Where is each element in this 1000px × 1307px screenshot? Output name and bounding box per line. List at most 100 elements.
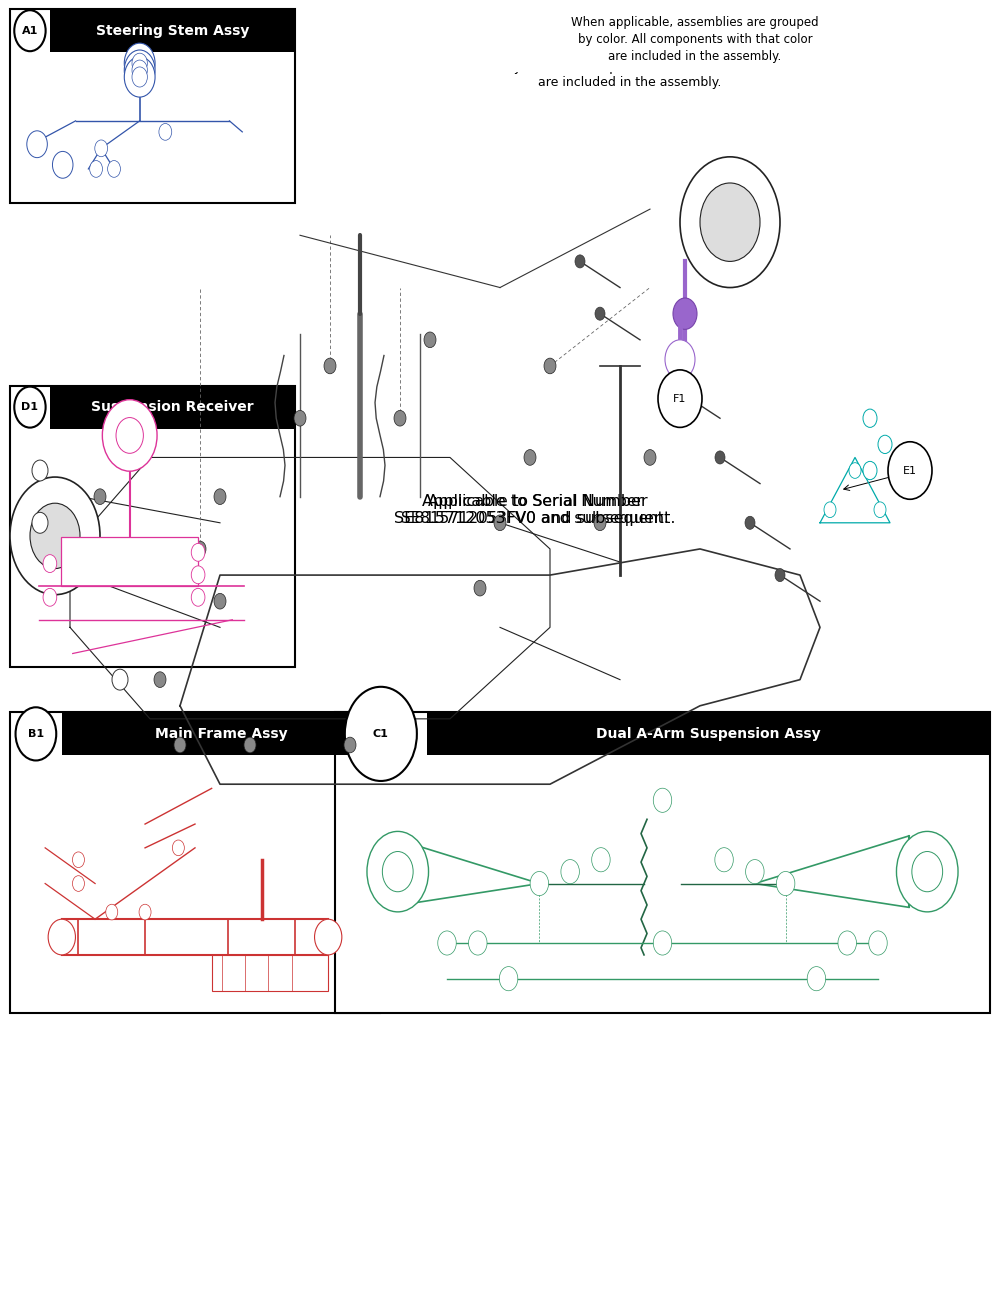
- Circle shape: [863, 461, 877, 480]
- Circle shape: [94, 567, 106, 583]
- Circle shape: [746, 860, 764, 884]
- Circle shape: [32, 460, 48, 481]
- Circle shape: [494, 515, 506, 531]
- Circle shape: [194, 541, 206, 557]
- Circle shape: [394, 410, 406, 426]
- Circle shape: [14, 10, 46, 51]
- Bar: [50, 9, 295, 52]
- Circle shape: [544, 358, 556, 374]
- Circle shape: [154, 672, 166, 687]
- Circle shape: [132, 67, 147, 88]
- Circle shape: [367, 831, 429, 912]
- Circle shape: [14, 387, 46, 427]
- Circle shape: [874, 502, 886, 518]
- Circle shape: [675, 386, 685, 399]
- Bar: [50, 386, 295, 429]
- Circle shape: [863, 409, 877, 427]
- Text: C1: C1: [373, 729, 389, 738]
- Circle shape: [776, 872, 795, 895]
- Circle shape: [680, 157, 780, 288]
- Circle shape: [745, 516, 755, 529]
- Circle shape: [132, 60, 147, 80]
- Text: E1: E1: [903, 465, 917, 476]
- Circle shape: [172, 840, 184, 856]
- Circle shape: [72, 852, 84, 868]
- Circle shape: [474, 580, 486, 596]
- Circle shape: [32, 512, 48, 533]
- Text: Applicable to Serial Number
SE815712053FV0 and subsequent.: Applicable to Serial Number SE815712053F…: [394, 494, 676, 525]
- Text: D1: D1: [21, 403, 38, 412]
- Text: Steering Stem Assy: Steering Stem Assy: [96, 24, 249, 38]
- Circle shape: [27, 131, 47, 158]
- Circle shape: [878, 435, 892, 454]
- Circle shape: [43, 588, 57, 606]
- Circle shape: [191, 588, 205, 606]
- Circle shape: [345, 686, 417, 782]
- Bar: [10, 9, 295, 203]
- Bar: [62, 712, 380, 755]
- Text: Suspension Receiver: Suspension Receiver: [91, 400, 254, 414]
- Circle shape: [673, 298, 697, 329]
- Text: Applicable to Serial Number
SE815712053FV0 and subsequent.: Applicable to Serial Number SE815712053F…: [401, 494, 669, 525]
- Circle shape: [124, 43, 155, 84]
- Circle shape: [592, 848, 610, 872]
- Circle shape: [16, 707, 56, 761]
- Circle shape: [824, 502, 836, 518]
- Circle shape: [72, 876, 84, 891]
- Circle shape: [382, 852, 413, 891]
- Circle shape: [469, 931, 487, 955]
- Circle shape: [214, 593, 226, 609]
- Circle shape: [48, 919, 75, 955]
- Text: When applicable, assemblies are grouped
by color. All components with that color: When applicable, assemblies are grouped …: [571, 16, 819, 63]
- Bar: [427, 712, 990, 755]
- Circle shape: [102, 400, 157, 472]
- Bar: [10, 712, 380, 1013]
- Circle shape: [575, 255, 585, 268]
- Circle shape: [530, 872, 549, 895]
- Text: F1: F1: [673, 393, 687, 404]
- Text: B1: B1: [28, 729, 44, 738]
- Circle shape: [499, 967, 518, 991]
- Bar: [212, 955, 328, 991]
- Text: Dual A-Arm Suspension Assy: Dual A-Arm Suspension Assy: [596, 727, 821, 741]
- Circle shape: [775, 569, 785, 582]
- Circle shape: [595, 307, 605, 320]
- Bar: [335, 712, 990, 1013]
- Circle shape: [10, 477, 100, 595]
- Circle shape: [715, 451, 725, 464]
- Circle shape: [665, 340, 695, 379]
- Circle shape: [807, 967, 826, 991]
- Circle shape: [52, 152, 73, 178]
- Circle shape: [116, 417, 143, 454]
- Circle shape: [30, 503, 80, 569]
- Circle shape: [344, 737, 356, 753]
- Circle shape: [139, 904, 151, 920]
- Text: When applicable, assemblies are grouped
by color. All components with that color: When applicable, assemblies are grouped …: [499, 46, 761, 89]
- Circle shape: [90, 161, 102, 178]
- Circle shape: [849, 463, 861, 478]
- Circle shape: [715, 848, 733, 872]
- Circle shape: [124, 50, 155, 90]
- Circle shape: [191, 544, 205, 561]
- Circle shape: [594, 515, 606, 531]
- Circle shape: [95, 140, 108, 157]
- Circle shape: [838, 931, 856, 955]
- Circle shape: [561, 860, 579, 884]
- Circle shape: [524, 450, 536, 465]
- Circle shape: [174, 737, 186, 753]
- Circle shape: [315, 919, 342, 955]
- Circle shape: [912, 852, 943, 891]
- Circle shape: [869, 931, 887, 955]
- Text: A1: A1: [22, 26, 38, 35]
- Circle shape: [108, 161, 120, 178]
- Bar: [405, 9, 985, 72]
- Circle shape: [214, 489, 226, 505]
- Circle shape: [324, 358, 336, 374]
- Circle shape: [424, 332, 436, 348]
- Circle shape: [43, 554, 57, 572]
- Circle shape: [112, 669, 128, 690]
- Circle shape: [244, 737, 256, 753]
- Bar: [61, 537, 198, 586]
- Circle shape: [644, 450, 656, 465]
- Circle shape: [653, 788, 672, 813]
